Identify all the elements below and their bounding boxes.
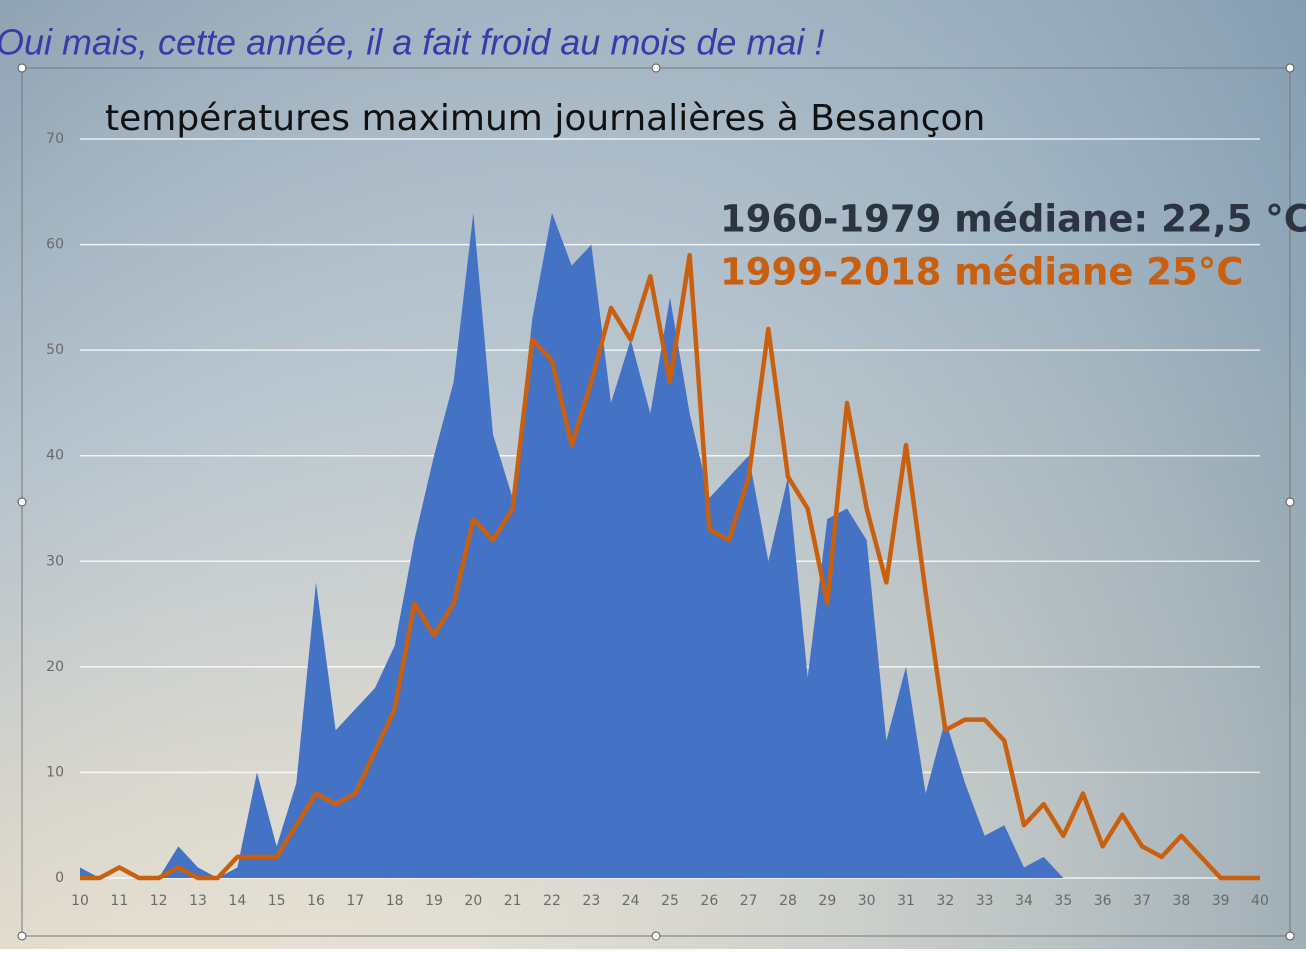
x-tick-label: 19 [425, 893, 443, 909]
x-tick-label: 15 [268, 893, 286, 909]
x-tick-label: 10 [71, 893, 89, 909]
y-tick-label: 40 [46, 448, 64, 464]
x-tick-label: 14 [228, 893, 246, 909]
y-tick-label: 60 [46, 237, 64, 253]
legend-label: 1960-1979 médiane: 22,5 °C [720, 198, 1306, 241]
x-tick-label: 29 [818, 893, 836, 909]
x-tick-label: 25 [661, 893, 679, 909]
x-tick-label: 31 [897, 893, 915, 909]
x-tick-label: 11 [110, 893, 128, 909]
x-tick-label: 16 [307, 893, 325, 909]
x-tick-label: 28 [779, 893, 797, 909]
x-tick-label: 34 [1015, 893, 1033, 909]
header: Oui mais, cette année, il a fait froid a… [0, 22, 824, 63]
x-tick-label: 38 [1172, 893, 1190, 909]
x-tick-label: 37 [1133, 893, 1151, 909]
x-tick-label: 13 [189, 893, 207, 909]
x-tick-label: 24 [622, 893, 640, 909]
y-tick-label: 30 [46, 553, 64, 569]
x-tick-label: 18 [386, 893, 404, 909]
plot: 0 10 20 30 40 50 60 70 10 11 12 13 14 15 16 17 18 19 20 21 2… [46, 131, 1269, 909]
x-tick-label: 36 [1094, 893, 1112, 909]
x-tick-label: 35 [1054, 893, 1072, 909]
x-tick-label: 21 [504, 893, 522, 909]
x-tick-label: 26 [700, 893, 718, 909]
y-tick-label: 0 [55, 870, 64, 886]
x-tick-label: 22 [543, 893, 561, 909]
line [80, 252, 1260, 881]
chart-title: températures maximum journalières à Besa… [105, 98, 985, 139]
y-tick-label: 20 [46, 659, 64, 675]
selection-handles [17, 63, 1295, 941]
x-tick-label: 30 [858, 893, 876, 909]
x-tick-label: 20 [464, 893, 482, 909]
x-tick-label: 33 [976, 893, 994, 909]
y-tick-label: 70 [46, 131, 64, 147]
x-tick-label: 17 [346, 893, 364, 909]
legend-label: 1999-2018 médiane 25°C [720, 251, 1243, 294]
x-tick-label: 32 [936, 893, 954, 909]
x-tick-label: 39 [1212, 893, 1230, 909]
area [80, 212, 1260, 878]
x-tick-label: 40 [1251, 893, 1269, 909]
x-tick-label: 23 [582, 893, 600, 909]
y-tick-label: 10 [46, 764, 64, 780]
x-tick-label: 12 [150, 893, 168, 909]
x-tick-label: 27 [740, 893, 758, 909]
y-tick-label: 50 [46, 342, 64, 358]
